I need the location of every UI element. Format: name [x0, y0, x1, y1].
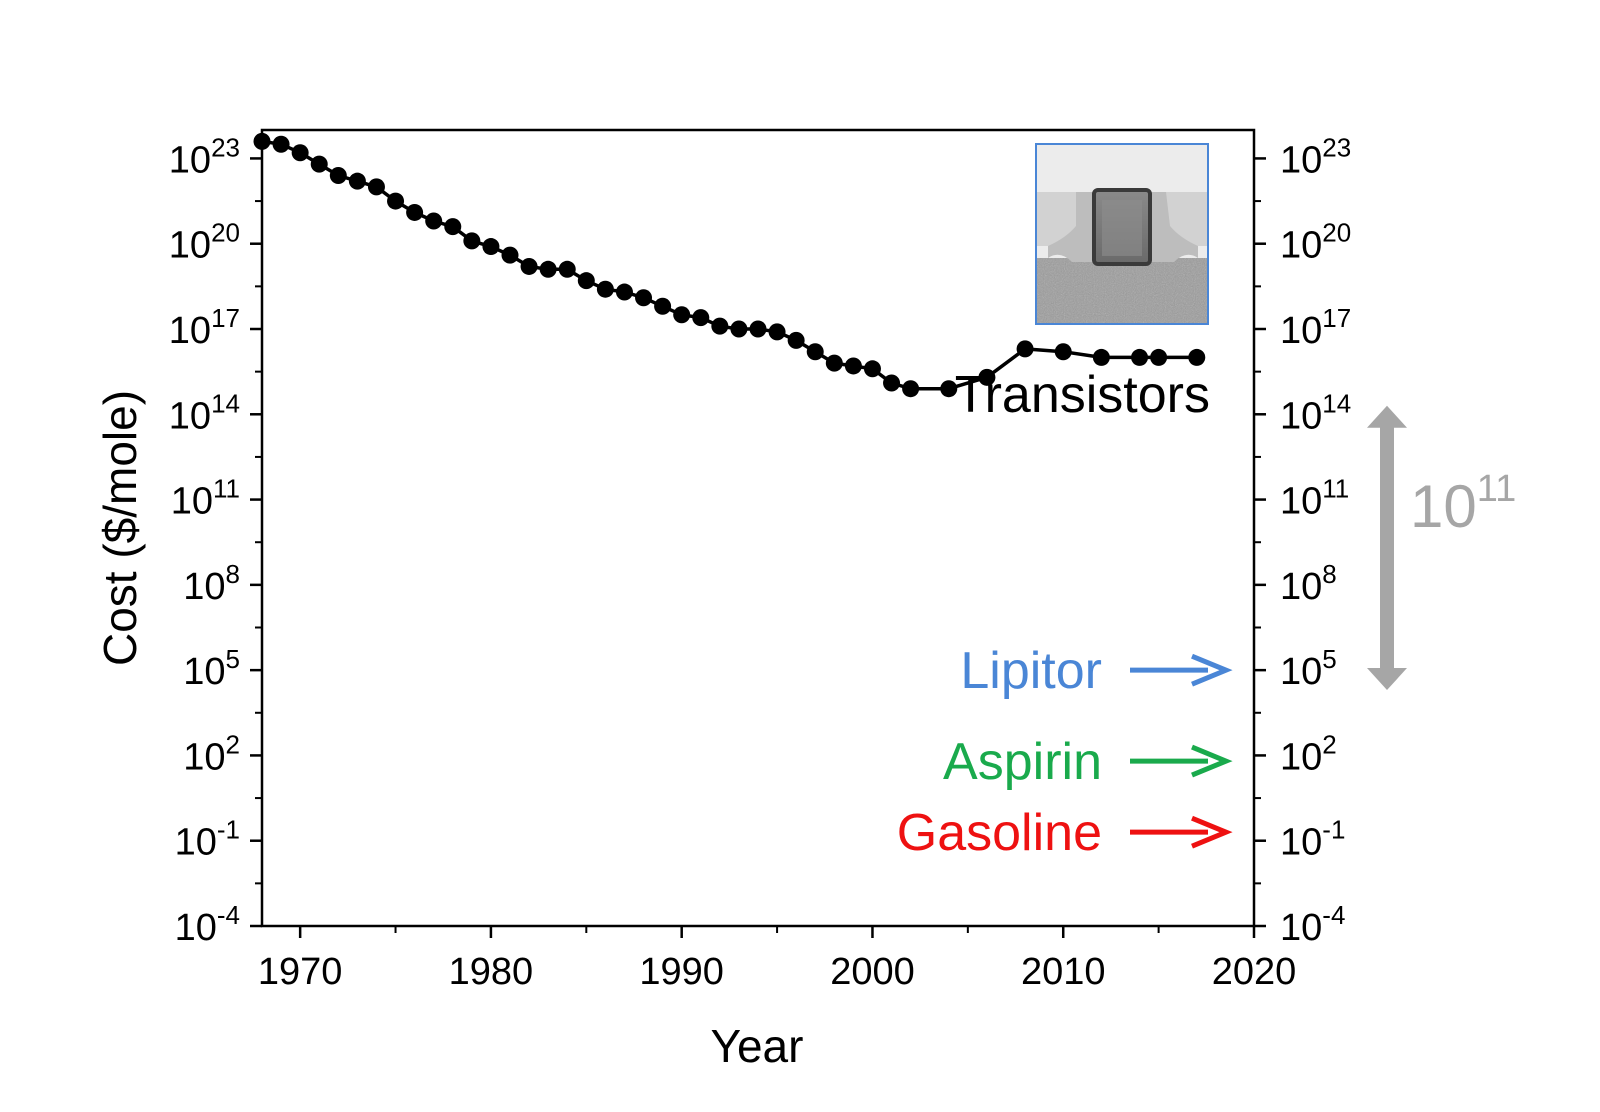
y-tick-label-right: 1023: [1280, 132, 1351, 181]
y-tick-label-right: 1011: [1280, 474, 1349, 523]
transistors-data-point: [711, 317, 729, 335]
y-tick-label-right: 1014: [1280, 388, 1351, 437]
transistors-data-point: [654, 297, 672, 315]
plot-frame: [260, 128, 1256, 928]
product-markers: Lipitor Aspirin Gasoline: [897, 642, 1233, 862]
transistors-data-point: [787, 331, 805, 349]
transistors-data-point: [310, 155, 328, 173]
y-tick-label-left: 10-1: [175, 815, 240, 864]
transistors-data-point: [1188, 348, 1206, 366]
transistors-data-point: [978, 368, 996, 386]
transistors-data-point: [520, 257, 538, 275]
transistors-data-point: [902, 380, 920, 398]
y-tick-label-left: 10-4: [175, 900, 240, 949]
y-tick-label-left: 1011: [171, 474, 240, 523]
aspirin-label: Aspirin: [943, 733, 1102, 791]
transistors-data-point: [482, 238, 500, 256]
transistors-data-point: [367, 178, 385, 196]
transistors-data-point: [291, 144, 309, 162]
transistors-data-point: [844, 357, 862, 375]
transistors-data-point: [463, 232, 481, 250]
x-tick-label: 1990: [639, 951, 724, 993]
y-tick-label-right: 108: [1280, 559, 1337, 608]
x-axis: 1970 1980 1990 2000 2010 2020: [258, 926, 1296, 993]
transistors-data-point: [329, 166, 347, 184]
x-tick-label: 2020: [1212, 951, 1297, 993]
transistors-data-point: [272, 135, 290, 153]
transistors-data-point: [348, 172, 366, 190]
transistors-data-point: [539, 260, 557, 278]
aspirin-arrow-head: [1191, 744, 1233, 778]
y-tick-label-left: 1023: [169, 132, 240, 181]
range-arrow-shaft: [1380, 425, 1394, 671]
gasoline-label: Gasoline: [897, 804, 1102, 862]
transistors-data-point: [1054, 343, 1072, 361]
y-tick-label-left: 1020: [169, 218, 240, 267]
gasoline-arrow-head: [1191, 815, 1233, 849]
x-axis-title: Year: [711, 1020, 804, 1072]
x-tick-label: 1970: [258, 951, 343, 993]
transistors-data-point: [387, 192, 405, 210]
transistors-data-point: [577, 272, 595, 290]
y-tick-label-left: 1014: [169, 388, 240, 437]
x-tick-label: 2010: [1021, 951, 1106, 993]
y-tick-label-right: 102: [1280, 729, 1337, 778]
x-tick-label: 2000: [830, 951, 915, 993]
transistors-label: Transistors: [955, 366, 1210, 424]
transistors-data-point: [940, 380, 958, 398]
transistors-data-point: [768, 323, 786, 341]
range-label: 1011: [1410, 468, 1516, 540]
transistors-data-point: [444, 218, 462, 236]
lipitor-label: Lipitor: [960, 642, 1102, 700]
range-arrow-head-down: [1367, 668, 1407, 691]
transistors-data-point: [1131, 348, 1149, 366]
transistors-data-point: [558, 260, 576, 278]
transistors-data-point: [1150, 348, 1168, 366]
y-axis-title: Cost ($/mole): [94, 390, 146, 666]
y-tick-label-right: 1020: [1280, 218, 1351, 267]
y-tick-label-left: 105: [183, 644, 240, 693]
y-axis-left: 1023 1020 1017 1014 1011 108 105 102 10-1 10-4: [169, 132, 262, 949]
transistors-data-point: [730, 320, 748, 338]
y-axis-right: 1023 1020 1017 1014 1011 108 105 102 10-1 10-4: [1254, 132, 1351, 949]
y-tick-label-right: 10-4: [1280, 900, 1345, 949]
y-tick-label-left: 1017: [169, 303, 240, 352]
transistors-data-point: [615, 283, 633, 301]
transistor-inset-image: [1035, 143, 1209, 325]
transistors-data-point: [501, 246, 519, 264]
range-arrow-head-up: [1367, 405, 1407, 428]
transistors-data-point: [253, 132, 271, 150]
x-tick-label: 1980: [449, 951, 534, 993]
transistors-data-point: [635, 289, 653, 307]
range-arrow: [1367, 405, 1407, 691]
transistors-data-point: [825, 354, 843, 372]
transistors-data-point: [596, 280, 614, 298]
transistors-data-point: [1092, 348, 1110, 366]
y-tick-label-right: 10-1: [1280, 815, 1345, 864]
transistors-data-point: [749, 320, 767, 338]
y-tick-label-right: 105: [1280, 644, 1337, 693]
transistors-data-point: [406, 203, 424, 221]
transistors-data-point: [806, 343, 824, 361]
transistors-series-points: [253, 132, 1206, 398]
transistors-data-point: [425, 212, 443, 230]
y-tick-label-right: 1017: [1280, 303, 1351, 352]
transistors-data-point: [863, 360, 881, 378]
y-tick-label-left: 108: [183, 559, 240, 608]
transistors-data-point: [883, 374, 901, 392]
lipitor-arrow-head: [1191, 653, 1233, 687]
transistors-data-point: [692, 309, 710, 327]
transistors-data-point: [673, 306, 691, 324]
transistors-data-point: [1016, 340, 1034, 358]
y-tick-label-left: 102: [183, 729, 240, 778]
inset-border: [1035, 143, 1209, 325]
